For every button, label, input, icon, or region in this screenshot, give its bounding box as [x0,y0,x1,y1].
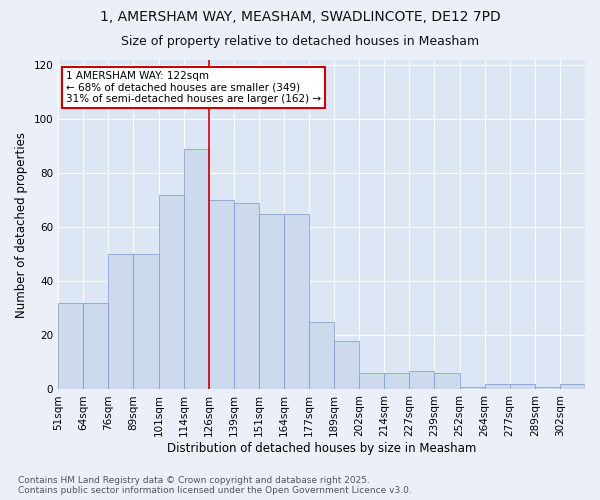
Bar [385,374,409,390]
Bar [460,387,485,390]
Bar [560,384,585,390]
Text: 1 AMERSHAM WAY: 122sqm
← 68% of detached houses are smaller (349)
31% of semi-de: 1 AMERSHAM WAY: 122sqm ← 68% of detached… [65,71,321,104]
Bar [158,195,184,390]
Bar [334,341,359,390]
Bar [209,200,234,390]
Bar [485,384,510,390]
Bar [535,387,560,390]
Bar [184,149,209,390]
Bar [133,254,158,390]
Bar [510,384,535,390]
X-axis label: Distribution of detached houses by size in Measham: Distribution of detached houses by size … [167,442,476,455]
Bar [58,303,83,390]
Bar [83,303,109,390]
Text: 1, AMERSHAM WAY, MEASHAM, SWADLINCOTE, DE12 7PD: 1, AMERSHAM WAY, MEASHAM, SWADLINCOTE, D… [100,10,500,24]
Bar [259,214,284,390]
Bar [284,214,309,390]
Bar [309,322,334,390]
Y-axis label: Number of detached properties: Number of detached properties [15,132,28,318]
Text: Contains HM Land Registry data © Crown copyright and database right 2025.
Contai: Contains HM Land Registry data © Crown c… [18,476,412,495]
Bar [434,374,460,390]
Bar [409,370,434,390]
Text: Size of property relative to detached houses in Measham: Size of property relative to detached ho… [121,35,479,48]
Bar [359,374,385,390]
Bar [109,254,133,390]
Bar [234,203,259,390]
